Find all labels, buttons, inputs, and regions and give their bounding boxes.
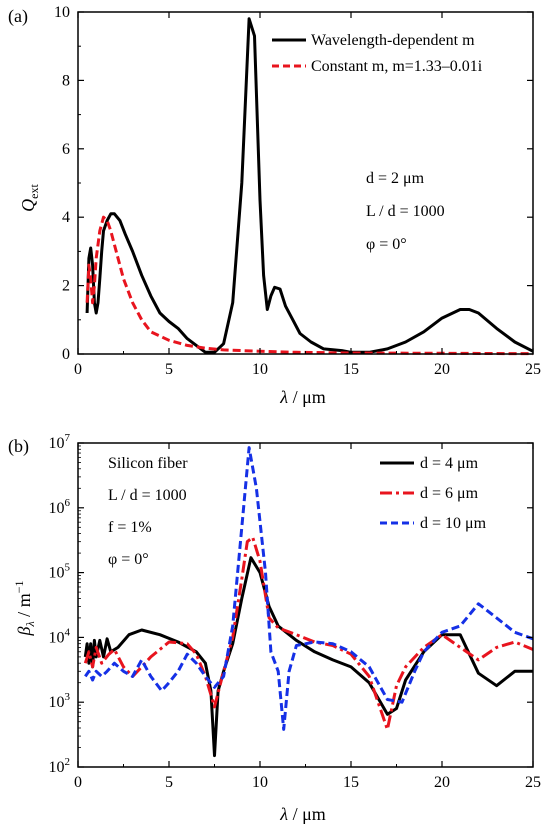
panel-a-label: (a) — [8, 6, 28, 27]
panel-b-legend: d = 4 μm d = 6 μm d = 10 μm — [380, 455, 487, 532]
panel-b-xtick-label: 0 — [74, 774, 82, 791]
panel-b-ytick-label: 102 — [49, 756, 71, 776]
panel-a-ytick-label: 6 — [62, 141, 70, 158]
panel-b-ylabel-unit: / m — [14, 593, 34, 621]
panel-b-xtick-label: 25 — [525, 774, 541, 791]
panel-b-xtick-label: 5 — [165, 774, 173, 791]
panel-a-series-1-line — [85, 215, 534, 356]
panel-b-ylabel: βλ / m−1 — [12, 581, 37, 637]
panel-b-ytick-label: 105 — [49, 562, 71, 582]
annotation-material: Silicon fiber — [108, 455, 188, 472]
panel-b-xlabel-unit: / μm — [288, 804, 326, 824]
panel-a-xtick-label: 25 — [525, 361, 541, 378]
panel-b-series-1-line — [83, 535, 534, 731]
legend-label-d6: d = 6 μm — [420, 485, 479, 502]
legend-label-d4: d = 4 μm — [420, 455, 479, 472]
panel-a-xtick-label: 5 — [165, 361, 173, 378]
panel-a-legend: Wavelength-dependent m Constant m, m=1.3… — [272, 32, 483, 75]
panel-a-xlabel: λ / μm — [279, 387, 325, 407]
panel-b-ylabel-sup: −1 — [12, 581, 26, 594]
panel-b-ytick-label: 106 — [49, 497, 71, 517]
panel-a-ylabel-main: Q — [18, 199, 38, 212]
panel-b-annotations: Silicon fiber L / d = 1000 f = 1% φ = 0° — [108, 455, 188, 568]
panel-a-xlabel-unit: / μm — [288, 387, 326, 407]
panel-b-ytick-label: 104 — [49, 626, 71, 646]
panel-b-axes: 0 5 10 15 20 25 102 103 104 105 106 107 — [49, 432, 542, 791]
panel-a-ylabel: Qext — [18, 184, 41, 212]
annotation-aspect-ratio-b: L / d = 1000 — [108, 487, 187, 504]
panel-a-xtick-label: 20 — [434, 361, 450, 378]
legend-label-constant-m: Constant m, m=1.33–0.01i — [311, 58, 483, 75]
panel-b-xtick-label: 10 — [252, 774, 268, 791]
annotation-angle: φ = 0° — [366, 236, 407, 253]
panel-a-xlabel-symbol: λ — [279, 387, 288, 407]
panel-a-ytick-label: 0 — [62, 346, 70, 363]
panel-b-xlabel-symbol: λ — [279, 804, 288, 824]
panel-b-xlabel: λ / μm — [279, 804, 325, 824]
panel-b-ytick-label: 103 — [49, 691, 71, 711]
panel-b-series-0-line — [83, 556, 533, 758]
panel-b-label: (b) — [8, 436, 29, 457]
panel-a-series-0-line — [85, 17, 534, 354]
annotation-volume-fraction: f = 1% — [108, 519, 152, 536]
annotation-diameter: d = 2 μm — [366, 170, 425, 187]
panel-a-ylabel-sub: ext — [27, 184, 41, 199]
panel-b-xtick-label: 20 — [434, 774, 450, 791]
panel-a-axes: 0 5 10 15 20 25 0 2 4 6 8 10 — [54, 4, 541, 378]
panel-a-xtick-label: 0 — [74, 361, 82, 378]
legend-label-wavelength-m: Wavelength-dependent m — [311, 32, 475, 49]
legend-label-d10: d = 10 μm — [420, 515, 487, 532]
panel-b-xtick-label: 15 — [343, 774, 359, 791]
panel-a-series — [85, 17, 534, 356]
panel-a: (a) 0 5 10 15 20 25 0 2 4 6 8 10 Qext λ / μm Wavele… — [8, 4, 541, 407]
panel-b-ytick-label: 107 — [49, 432, 71, 452]
panel-b-ylabel-sub: λ — [23, 621, 37, 627]
annotation-angle-b: φ = 0° — [108, 551, 149, 568]
panel-a-ytick-label: 4 — [62, 209, 70, 226]
panel-a-ytick-label: 10 — [54, 4, 70, 21]
panel-b-ylabel-main: β — [14, 626, 34, 636]
panel-a-ytick-label: 8 — [62, 72, 70, 89]
panel-a-ytick-label: 2 — [62, 278, 70, 295]
panel-b-series-2-line — [84, 446, 534, 731]
panel-a-xtick-label: 10 — [252, 361, 268, 378]
panel-a-annotations: d = 2 μm L / d = 1000 φ = 0° — [366, 170, 445, 253]
panel-a-xtick-label: 15 — [343, 361, 359, 378]
panel-b-series — [83, 446, 534, 758]
annotation-aspect-ratio: L / d = 1000 — [366, 203, 445, 220]
